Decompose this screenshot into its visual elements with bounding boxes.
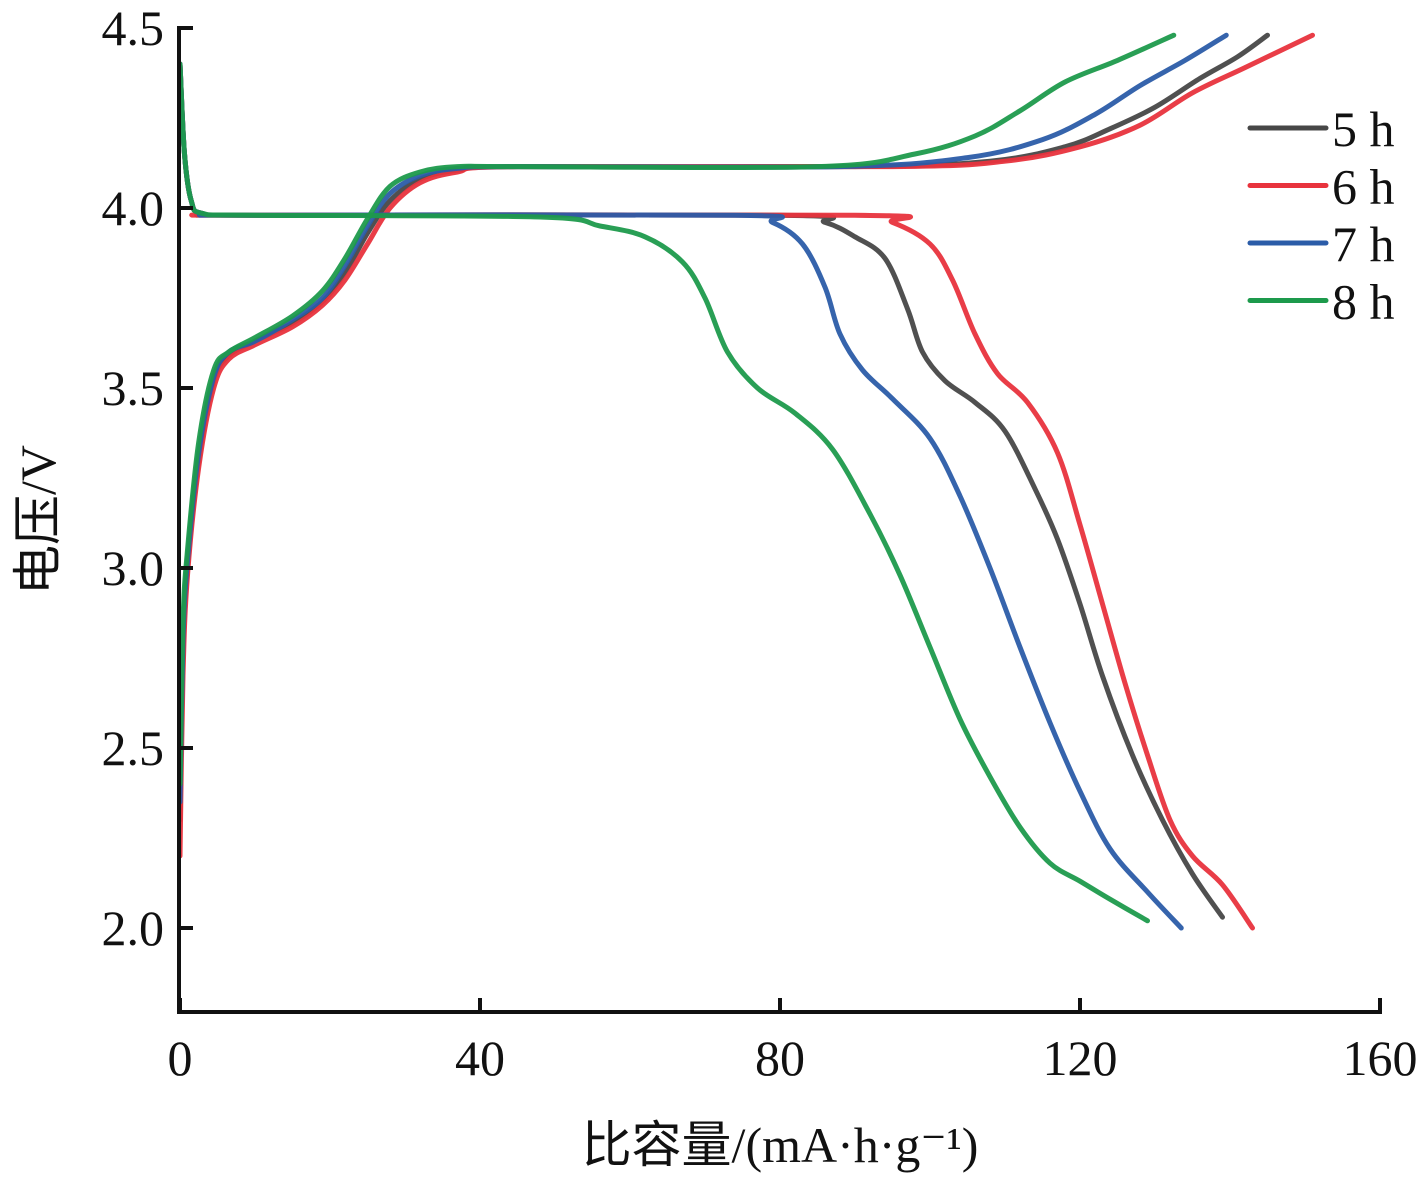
discharge-curve-5h bbox=[177, 61, 1225, 920]
legend: 5 h6 h7 h8 h bbox=[1247, 101, 1395, 330]
ticks: 0 40 80 120 160 2.0 2.5 3.0 3.5 4.0 4.5 bbox=[102, 0, 1417, 1086]
x-tick-label: 0 bbox=[168, 1030, 193, 1086]
discharge-curve-8h bbox=[177, 61, 1150, 924]
discharge-curve-6h bbox=[177, 61, 1255, 931]
y-tick-label: 2.5 bbox=[102, 720, 165, 776]
y-tick-label: 2.0 bbox=[102, 900, 165, 956]
x-tick-label: 40 bbox=[455, 1030, 505, 1086]
charge-curve-5h bbox=[177, 32, 1270, 823]
x-tick-label: 120 bbox=[1043, 1030, 1118, 1086]
y-tick-label: 4.5 bbox=[102, 0, 165, 56]
legend-label-6h: 6 h bbox=[1332, 159, 1395, 215]
x-tick-label: 80 bbox=[755, 1030, 805, 1086]
y-tick-label: 3.0 bbox=[102, 540, 165, 596]
y-axis-title: 电压/V bbox=[10, 445, 66, 595]
curves bbox=[177, 32, 1315, 931]
charge-curve-8h bbox=[177, 32, 1177, 787]
x-tick-label: 160 bbox=[1343, 1030, 1417, 1086]
legend-label-8h: 8 h bbox=[1332, 274, 1395, 330]
discharge-curve-7h bbox=[177, 61, 1184, 931]
legend-label-7h: 7 h bbox=[1332, 216, 1395, 272]
y-tick-label: 3.5 bbox=[102, 360, 165, 416]
legend-label-5h: 5 h bbox=[1332, 101, 1395, 157]
y-tick-label: 4.0 bbox=[102, 180, 165, 236]
x-axis-title: 比容量/(mA·h·g⁻¹) bbox=[582, 1117, 979, 1173]
